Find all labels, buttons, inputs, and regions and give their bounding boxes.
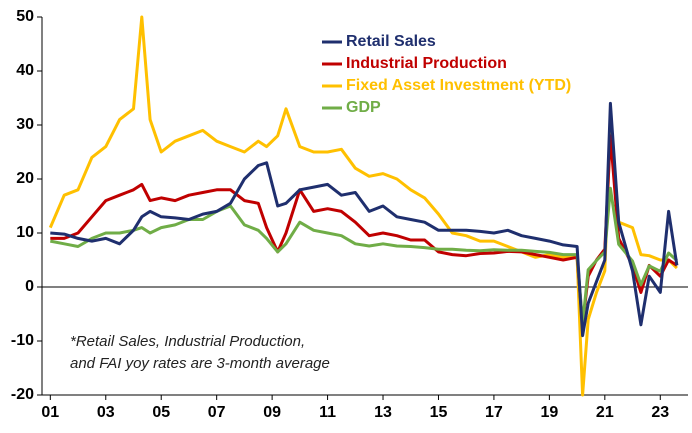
y-tick-label: 0 [25, 278, 34, 295]
legend-label: Retail Sales [346, 33, 436, 50]
legend-label: GDP [346, 99, 381, 116]
x-tick-label: 01 [41, 404, 59, 421]
y-tick-label: 40 [16, 62, 34, 79]
x-tick-label: 21 [596, 404, 614, 421]
y-tick-label: 20 [16, 170, 34, 187]
x-tick-label: 03 [97, 404, 115, 421]
x-tick-label: 05 [152, 404, 170, 421]
y-tick-label: 10 [16, 224, 34, 241]
y-tick-label: -10 [11, 332, 34, 349]
series-line [50, 101, 679, 338]
series-line [50, 186, 678, 326]
y-tick-label: 50 [16, 8, 34, 25]
annotation: *Retail Sales, Industrial Production, [70, 333, 305, 350]
annotation: and FAI yoy rates are 3-month average [70, 355, 330, 372]
series-line [48, 15, 678, 397]
y-tick-label: 30 [16, 116, 34, 133]
x-tick-label: 13 [374, 404, 392, 421]
x-tick-label: 19 [540, 404, 558, 421]
x-tick-label: 09 [263, 404, 281, 421]
x-tick-label: 07 [208, 404, 226, 421]
x-tick-label: 17 [485, 404, 503, 421]
legend-label: Fixed Asset Investment (YTD) [346, 77, 571, 94]
x-tick-label: 15 [430, 404, 448, 421]
x-tick-label: 11 [319, 404, 336, 421]
y-tick-label: -20 [11, 386, 34, 403]
legend-label: Industrial Production [346, 55, 507, 72]
x-tick-label: 23 [651, 404, 669, 421]
